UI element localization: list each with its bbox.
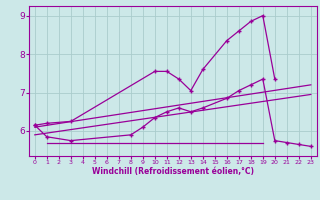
X-axis label: Windchill (Refroidissement éolien,°C): Windchill (Refroidissement éolien,°C) [92, 167, 254, 176]
